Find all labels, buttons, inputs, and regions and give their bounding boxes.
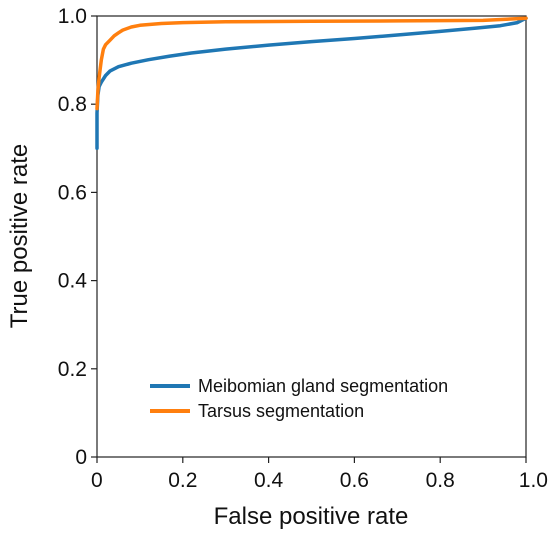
x-tick-label: 0.6 — [340, 469, 369, 492]
legend-label-meibomian: Meibomian gland segmentation — [198, 376, 448, 396]
x-axis-title: False positive rate — [214, 503, 409, 530]
meibomian-gland-curve — [95, 16, 528, 151]
y-axis-ticks: 0 0.2 0.4 0.6 0.8 1.0 — [58, 5, 97, 469]
legend-label-tarsus: Tarsus segmentation — [198, 401, 364, 421]
y-tick-label: 0.4 — [58, 270, 88, 293]
x-tick-label: 0.4 — [254, 469, 284, 492]
plot-frame — [96, 15, 527, 458]
x-tick-label: 0.8 — [426, 469, 455, 492]
x-tick-label: 1.0 — [519, 469, 548, 492]
y-tick-label: 0.2 — [58, 358, 87, 381]
x-tick-label: 0.2 — [168, 469, 197, 492]
y-tick-label: 0.8 — [58, 93, 87, 116]
y-tick-label: 1.0 — [58, 5, 87, 28]
y-tick-label: 0 — [75, 446, 87, 469]
x-tick-label: 0 — [91, 469, 103, 492]
x-axis-ticks: 0 0.2 0.4 0.6 0.8 1.0 — [91, 457, 548, 492]
tarsus-curve — [95, 16, 528, 111]
legend: Meibomian gland segmentation Tarsus segm… — [150, 376, 448, 421]
y-tick-label: 0.6 — [58, 181, 87, 204]
series-lines — [95, 16, 528, 151]
y-axis-title: True positive rate — [6, 144, 33, 329]
